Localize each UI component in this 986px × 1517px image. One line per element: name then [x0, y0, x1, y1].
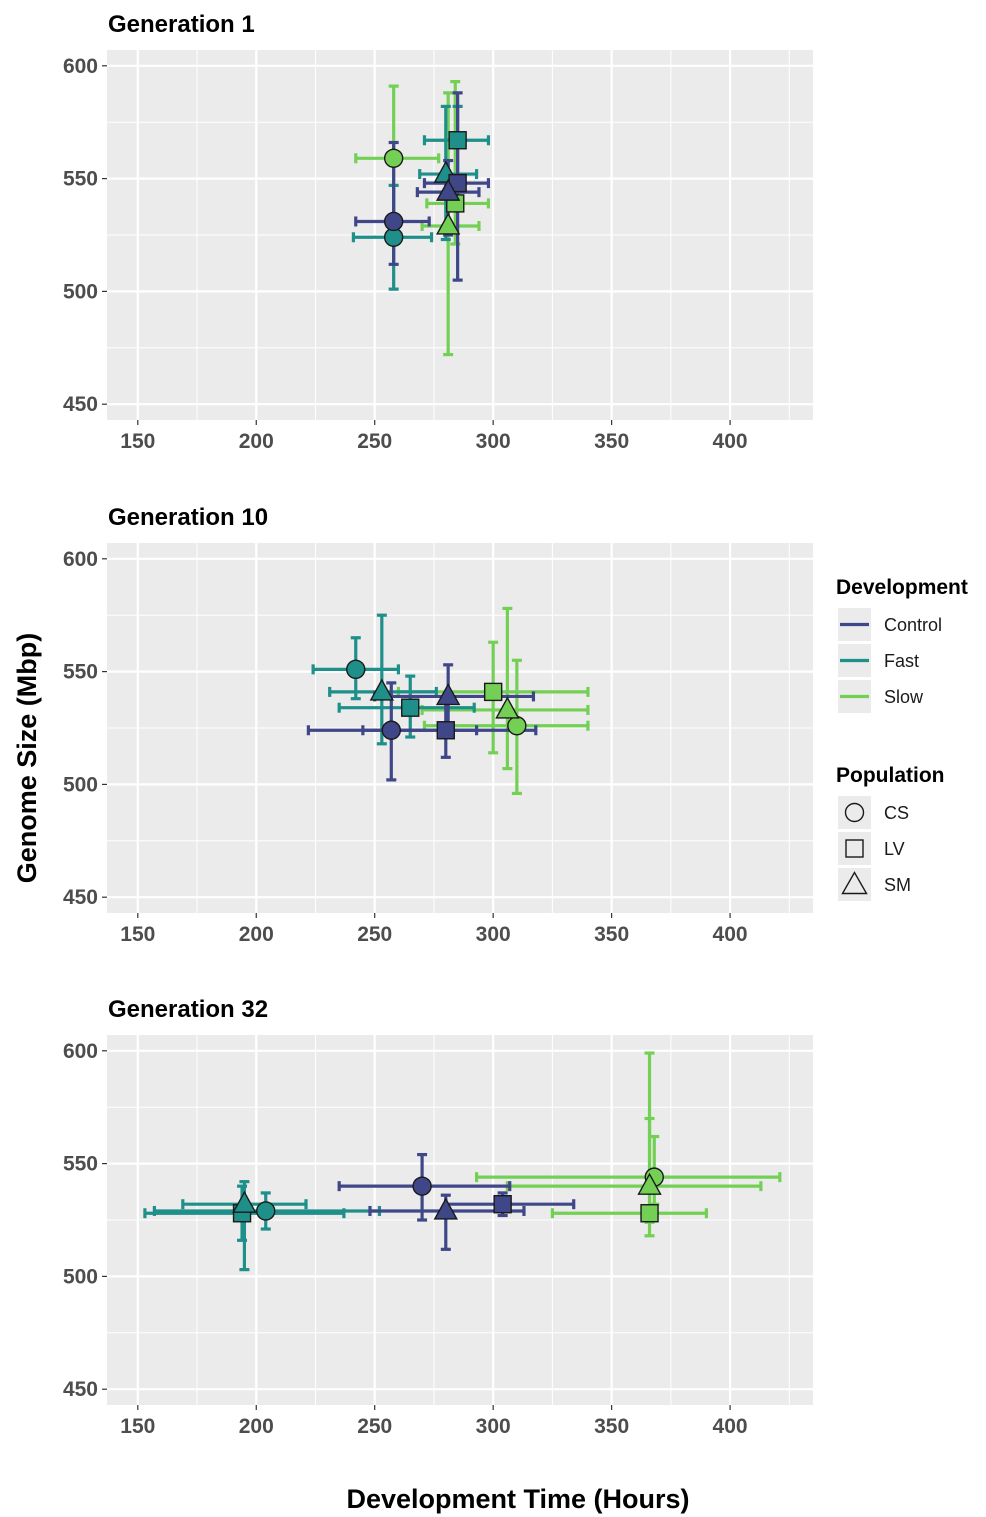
point-control-cs	[412, 1176, 432, 1196]
x-tick-label: 400	[713, 923, 748, 946]
x-tick-label: 300	[476, 430, 511, 453]
legend-key	[838, 832, 871, 865]
legend-label: CS	[884, 803, 909, 823]
legend: Development Control Fast Slow Population C…	[836, 576, 968, 901]
markers	[346, 659, 527, 740]
x-tick-label: 350	[594, 430, 629, 453]
x-tick-label: 200	[239, 430, 274, 453]
x-tick-label: 300	[476, 923, 511, 946]
panel-generation-3: Generation 32 150 200 250 300 350 400 450 500 550…	[63, 996, 813, 1438]
point-control-cs	[381, 720, 401, 740]
legend-label: SM	[884, 875, 911, 895]
legend-development-items: Control Fast Slow	[838, 608, 942, 713]
point-control-cs	[383, 211, 404, 232]
panels: Generation 1 150 200 250 300 350 400 450 500 550 6…	[63, 11, 813, 1438]
panel-generation-2: Generation 10 150 200 250 300 350 400 450 500 550…	[63, 504, 813, 946]
legend-label: Control	[884, 615, 942, 635]
x-tick-label: 150	[120, 923, 155, 946]
y-tick-label: 550	[63, 661, 98, 684]
y-tick-label: 600	[63, 548, 98, 571]
y-tick-label: 600	[63, 1040, 98, 1063]
panel-title: Generation 10	[108, 504, 268, 531]
point-fast-sm	[369, 678, 395, 701]
x-tick-label: 200	[239, 1415, 274, 1438]
y-axis-title: Genome Size (Mbp)	[12, 633, 42, 884]
point-control-lv	[436, 721, 455, 740]
point-fast-cs	[256, 1201, 276, 1221]
x-tick-label: 250	[357, 1415, 392, 1438]
legend-title-population: Population	[836, 764, 945, 787]
legend-key	[838, 796, 871, 829]
x-tick-label: 250	[357, 430, 392, 453]
panel-title: Generation 32	[108, 996, 268, 1023]
point-control-sm	[435, 682, 461, 706]
panel-generation-1: Generation 1 150 200 250 300 350 400 450 500 550 6…	[63, 11, 813, 453]
legend-label: LV	[884, 839, 905, 859]
legend-population-items: CS LV SM	[838, 796, 911, 901]
x-tick-label: 150	[120, 1415, 155, 1438]
point-control-sm	[433, 1197, 458, 1220]
y-tick-label: 600	[63, 55, 98, 78]
point-slow-sm	[495, 696, 520, 719]
x-tick-label: 150	[120, 430, 155, 453]
legend-title-development: Development	[836, 576, 968, 599]
point-fast-sm	[232, 1190, 257, 1213]
x-axis-title: Development Time (Hours)	[346, 1484, 689, 1514]
x-tick-label: 400	[713, 430, 748, 453]
legend-circle-icon	[844, 802, 865, 823]
point-slow-sm	[637, 1172, 662, 1195]
legend-triangle-icon	[841, 871, 868, 895]
point-fast-lv	[448, 131, 467, 150]
y-tick-label: 450	[63, 886, 98, 909]
y-tick-label: 500	[63, 280, 98, 303]
point-slow-sm	[435, 212, 461, 235]
point-control-sm	[435, 178, 461, 201]
x-tick-label: 350	[594, 923, 629, 946]
markers	[383, 131, 467, 247]
legend-label: Fast	[884, 651, 919, 671]
legend-square-icon	[845, 839, 864, 858]
point-control-lv	[493, 1195, 512, 1214]
x-tick-label: 200	[239, 923, 274, 946]
point-slow-lv	[640, 1204, 659, 1223]
panel-title: Generation 1	[108, 11, 255, 38]
y-tick-label: 550	[63, 1153, 98, 1176]
y-tick-label: 550	[63, 168, 98, 191]
y-tick-label: 450	[63, 1378, 98, 1401]
y-tick-label: 450	[63, 393, 98, 416]
y-tick-label: 500	[63, 1265, 98, 1288]
point-slow-cs	[383, 148, 404, 168]
point-slow-cs	[507, 716, 527, 736]
x-tick-label: 350	[594, 1415, 629, 1438]
x-tick-label: 250	[357, 923, 392, 946]
legend-label: Slow	[884, 687, 924, 707]
markers	[232, 1167, 664, 1223]
point-slow-lv	[483, 682, 503, 702]
point-fast-cs	[346, 659, 366, 680]
point-fast-lv	[401, 698, 420, 717]
x-tick-label: 400	[713, 1415, 748, 1438]
x-tick-label: 300	[476, 1415, 511, 1438]
y-tick-label: 500	[63, 773, 98, 796]
